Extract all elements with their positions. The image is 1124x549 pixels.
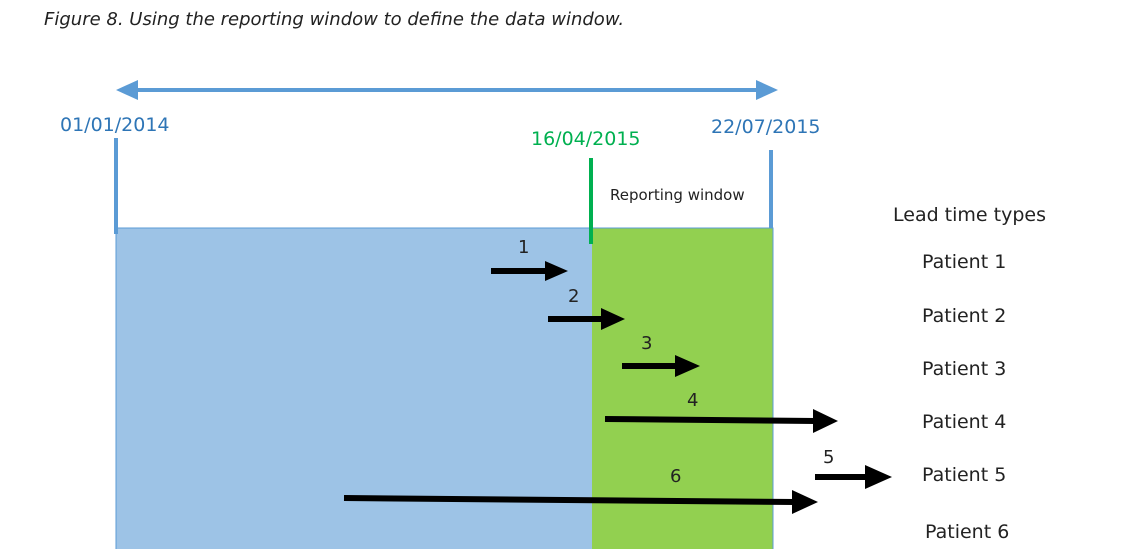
reporting-window-region bbox=[592, 228, 773, 549]
patient-label-3: Patient 3 bbox=[922, 358, 1007, 380]
arrow-number-5: 5 bbox=[823, 447, 835, 468]
patient-label-1: Patient 1 bbox=[922, 251, 1007, 273]
arrow-number-6: 6 bbox=[670, 466, 682, 487]
timeline-double-arrow bbox=[116, 80, 778, 100]
lead-time-arrow-1 bbox=[491, 261, 568, 281]
lead-time-arrow-4 bbox=[604, 409, 838, 433]
lead-time-arrow-2 bbox=[548, 308, 625, 330]
end-date-label: 22/07/2015 bbox=[711, 116, 821, 138]
lead-time-arrow-5 bbox=[815, 465, 892, 489]
cutoff-date-label: 16/04/2015 bbox=[531, 128, 641, 150]
arrow-number-4: 4 bbox=[687, 390, 699, 411]
arrow-number-1: 1 bbox=[518, 237, 530, 258]
reporting-window-label: Reporting window bbox=[610, 186, 745, 204]
figure-caption: Figure 8. Using the reporting window to … bbox=[44, 9, 625, 30]
reporting-window-border bbox=[115, 227, 774, 549]
patient-label-4: Patient 4 bbox=[922, 411, 1007, 433]
arrow-number-3: 3 bbox=[641, 333, 653, 354]
arrow-number-2: 2 bbox=[568, 286, 580, 307]
lead-time-types-header: Lead time types bbox=[893, 204, 1046, 226]
start-date-label: 01/01/2014 bbox=[60, 114, 170, 136]
patient-label-6: Patient 6 bbox=[925, 521, 1010, 543]
lead-time-arrow-6 bbox=[343, 490, 818, 514]
patient-label-2: Patient 2 bbox=[922, 305, 1007, 327]
lead-time-arrow-3 bbox=[622, 355, 700, 377]
patient-label-5: Patient 5 bbox=[922, 464, 1007, 486]
